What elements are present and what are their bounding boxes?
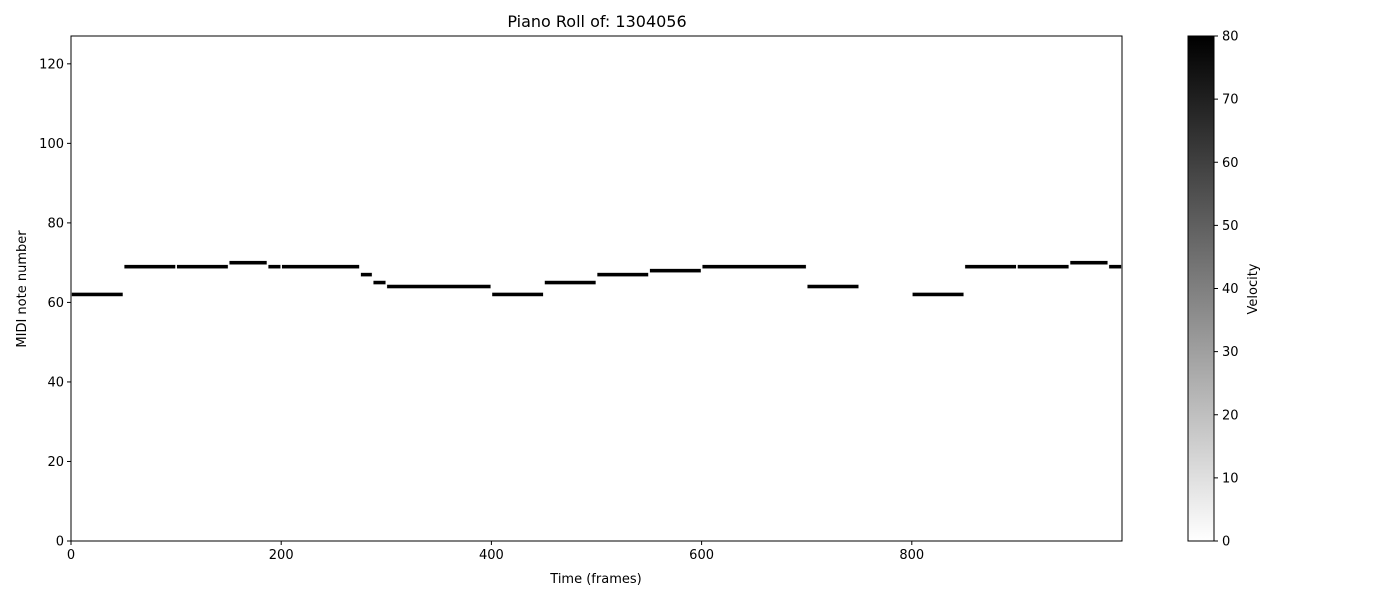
colorbar-axis: 0 10 20 30 40 50 60 70 80: [1214, 30, 1239, 550]
note-bar: [1017, 264, 1070, 269]
colorbar-tick-label: 30: [1222, 345, 1239, 360]
note-bar: [267, 264, 281, 269]
y-tick-label: 120: [39, 57, 64, 72]
colorbar-tick-label: 10: [1222, 471, 1239, 486]
note-bar: [360, 272, 373, 277]
colorbar-tick-label: 20: [1222, 408, 1239, 423]
y-tick-label: 0: [56, 535, 64, 550]
y-axis: 0 20 40 60 80 100 120: [39, 57, 71, 550]
x-tick-label: 400: [479, 548, 504, 563]
x-tick-label: 200: [269, 548, 294, 563]
y-tick-label: 40: [47, 375, 64, 390]
note-bar: [1069, 260, 1108, 265]
note-bar: [702, 264, 807, 269]
note-bar: [229, 260, 268, 265]
y-tick-label: 60: [47, 296, 64, 311]
note-bar: [964, 264, 1017, 269]
note-bar: [1108, 264, 1122, 269]
colorbar-tick-label: 50: [1222, 219, 1239, 234]
note-bar: [176, 264, 229, 269]
x-axis-label: Time (frames): [549, 572, 641, 587]
chart-title: Piano Roll of: 1304056: [507, 12, 686, 31]
y-axis-label: MIDI note number: [15, 230, 30, 348]
note-bar: [281, 264, 360, 269]
colorbar-tick-label: 0: [1222, 535, 1230, 550]
colorbar: [1187, 35, 1215, 542]
colorbar-label: Velocity: [1246, 263, 1261, 314]
colorbar-tick-label: 70: [1222, 93, 1239, 108]
x-tick-label: 0: [67, 548, 75, 563]
note-bar: [807, 284, 859, 289]
note-bar: [123, 264, 176, 269]
x-axis: 0 200 400 600 800: [67, 541, 924, 563]
note-bar: [649, 268, 702, 273]
plot-frame: [70, 35, 1123, 542]
note-bar: [386, 284, 491, 289]
y-tick-label: 20: [47, 455, 64, 470]
note-bar: [71, 292, 124, 297]
x-tick-label: 800: [899, 548, 924, 563]
note-bar: [596, 272, 649, 277]
colorbar-tick-label: 60: [1222, 156, 1239, 171]
notes-layer: [71, 260, 1122, 297]
note-bar: [491, 292, 544, 297]
colorbar-tick-label: 40: [1222, 282, 1239, 297]
y-tick-label: 80: [47, 216, 64, 231]
plot-area: [71, 36, 1122, 541]
y-tick-label: 100: [39, 137, 64, 152]
note-bar: [912, 292, 964, 297]
note-bar: [373, 280, 386, 285]
colorbar-tick-label: 80: [1222, 30, 1239, 45]
note-bar: [544, 280, 597, 285]
x-tick-label: 600: [689, 548, 714, 563]
